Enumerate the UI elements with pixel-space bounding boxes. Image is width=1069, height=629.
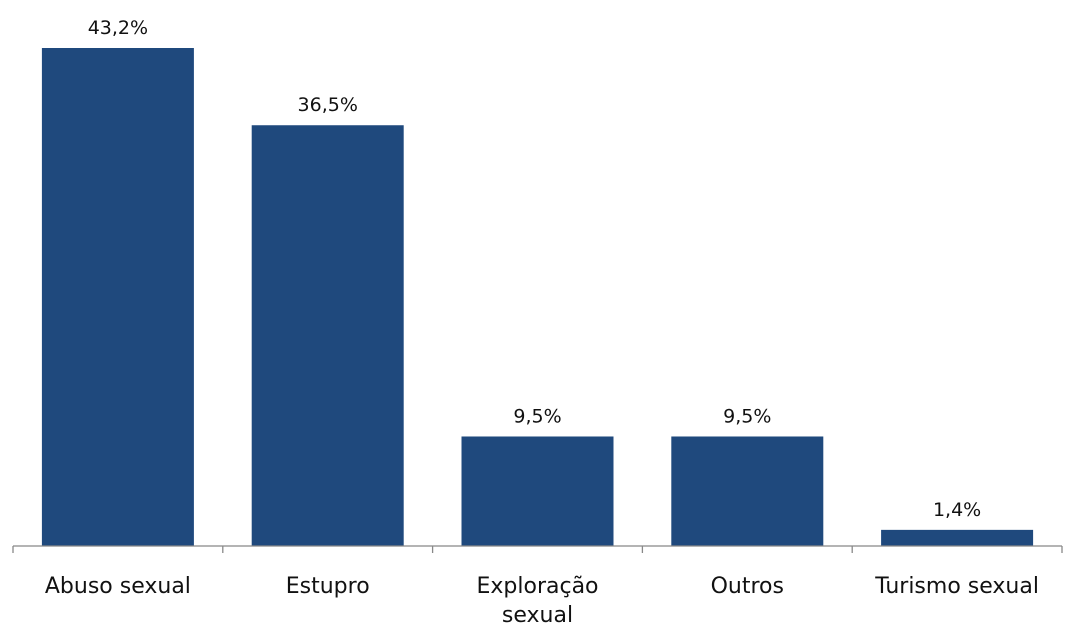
bars (41, 48, 1034, 546)
value-labels: 43,2% 36,5% 9,5% 9,5% 1,4% (88, 17, 982, 521)
x-axis (12, 545, 1063, 553)
bar-5 (881, 529, 1034, 546)
data-label: 43,2% (88, 17, 148, 39)
category-label: Abuso sexual (45, 574, 191, 599)
data-label: 9,5% (513, 405, 561, 427)
category-label: Estupro (286, 574, 370, 599)
category-label: Outros (711, 574, 784, 599)
data-label: 36,5% (298, 94, 358, 116)
category-label: Turismo sexual (874, 574, 1039, 599)
bar-1 (41, 48, 194, 546)
bar-3 (461, 436, 614, 546)
bar-4 (671, 436, 824, 546)
category-labels: Abuso sexual Estupro Exploração sexual Outro… (45, 574, 1039, 628)
data-label: 9,5% (723, 405, 771, 427)
category-label: Exploração sexual (476, 574, 598, 628)
bar-2 (251, 125, 404, 546)
data-label: 1,4% (933, 499, 981, 521)
